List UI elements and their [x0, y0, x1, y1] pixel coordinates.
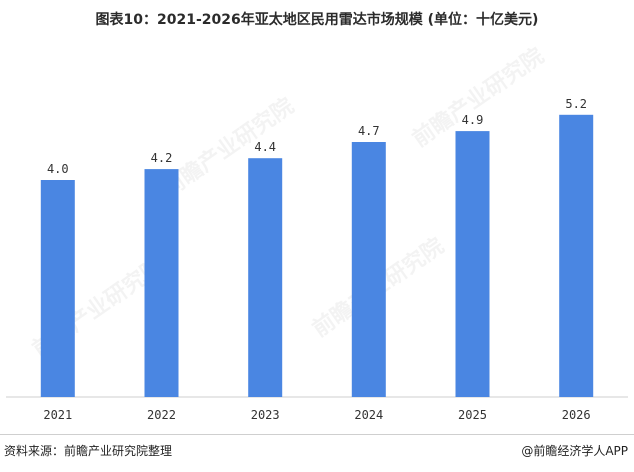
x-tick-label-2025: 2025	[458, 408, 487, 422]
chart-title: 图表10：2021-2026年亚太地区民用雷达市场规模 (单位：十亿美元)	[95, 12, 539, 28]
data-label-2023: 4.4	[254, 140, 276, 154]
data-label-2022: 4.2	[151, 151, 173, 165]
bar-2025	[455, 131, 490, 397]
bar-2023	[248, 158, 283, 397]
bar-chart: 4.0 2021 4.2 2022 4.4 2023 4.7 2024 4.9 2025 5.2 20…	[6, 97, 628, 422]
data-label-2021: 4.0	[47, 162, 69, 176]
x-tick-label-2021: 2021	[43, 408, 72, 422]
bar-2026	[559, 114, 594, 398]
brand-credit: @前瞻经济学人APP	[521, 444, 628, 458]
x-tick-label-2023: 2023	[251, 408, 280, 422]
x-tick-label-2022: 2022	[147, 408, 176, 422]
x-tick-label-2026: 2026	[562, 408, 591, 422]
data-label-2026: 5.2	[565, 97, 587, 111]
bar-2022	[144, 169, 179, 397]
footer-divider	[0, 434, 634, 435]
bar-2024	[351, 142, 386, 397]
x-tick-label-2024: 2024	[354, 408, 383, 422]
data-label-2025: 4.9	[462, 113, 484, 127]
bar-2021	[40, 180, 75, 397]
data-label-2024: 4.7	[358, 124, 380, 138]
source-note: 资料来源：前瞻产业研究院整理	[4, 444, 173, 458]
